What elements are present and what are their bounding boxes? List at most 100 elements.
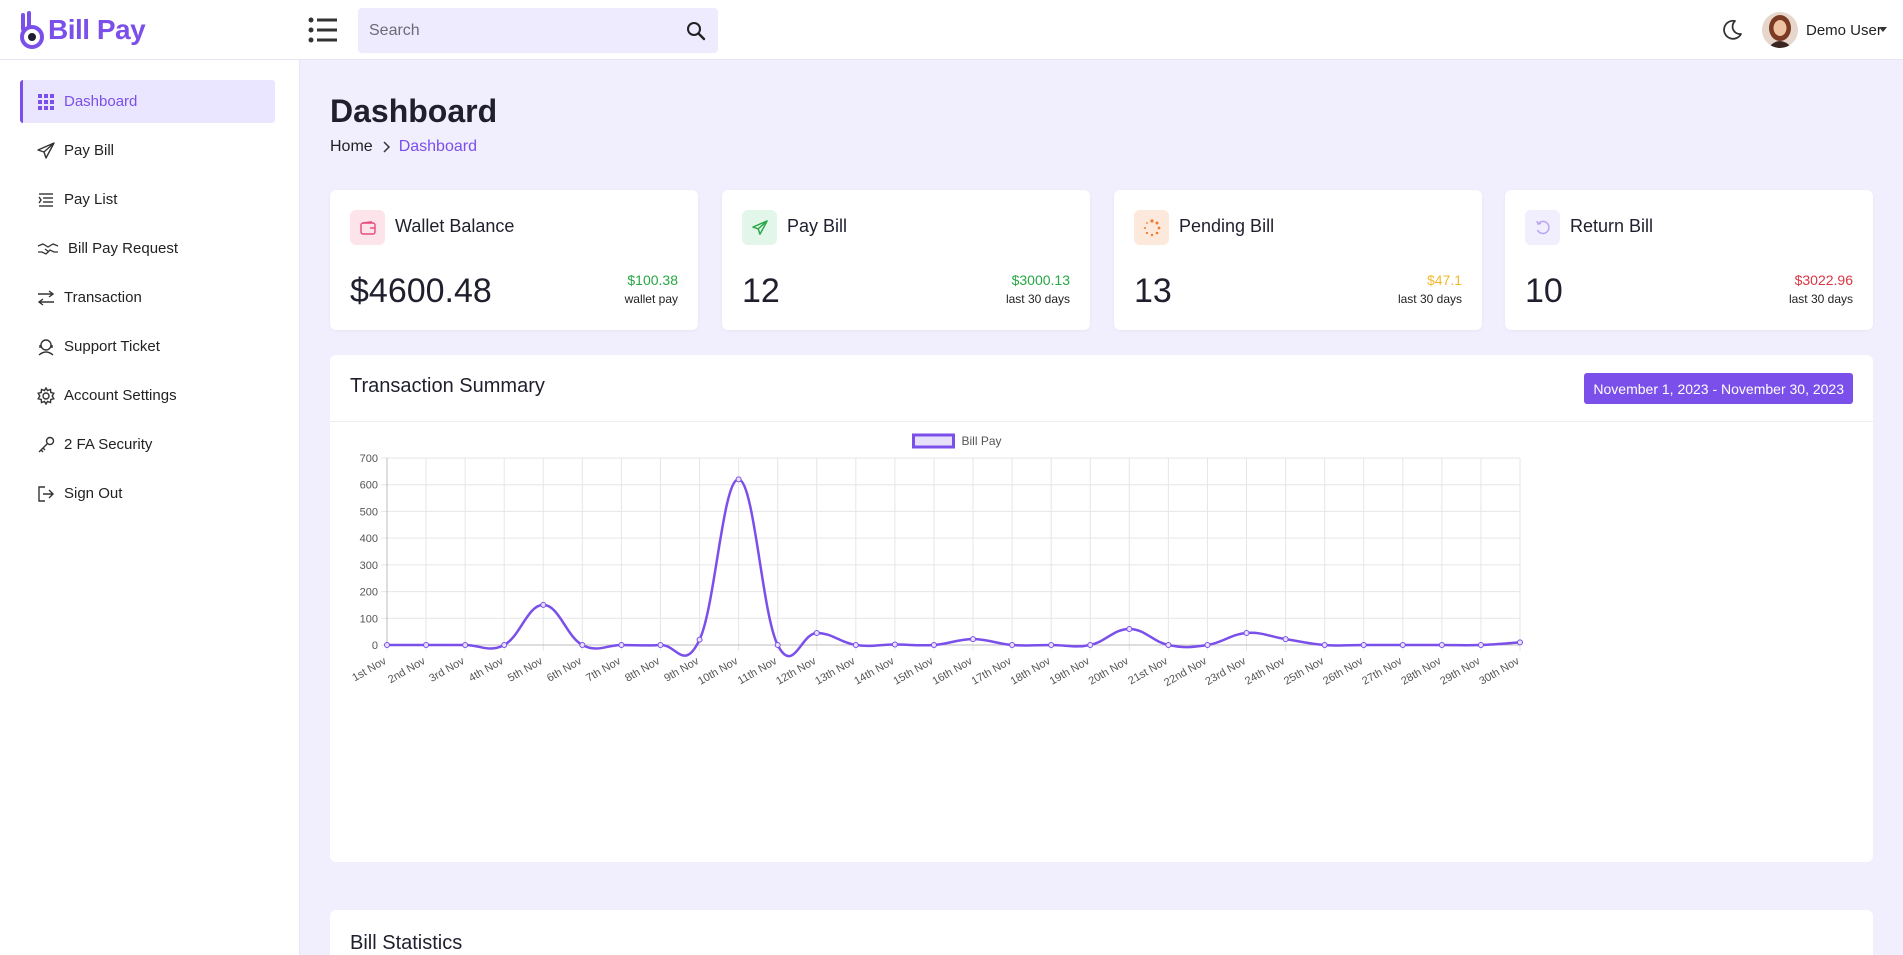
- return-bill-card: Return Bill 10 $3022.96 last 30 days: [1505, 190, 1873, 330]
- sidebar-item-bill-pay-request[interactable]: Bill Pay Request: [20, 227, 275, 270]
- sidebar-item-label: Transaction: [64, 289, 142, 306]
- sidebar-item-label: Account Settings: [64, 387, 177, 404]
- date-range-button[interactable]: November 1, 2023 - November 30, 2023: [1584, 373, 1853, 404]
- data-point: [1399, 642, 1406, 648]
- sidebar-item-sign-out[interactable]: Sign Out: [20, 472, 275, 515]
- sidebar-item-label: Pay List: [64, 191, 118, 208]
- card-value: 13: [1134, 272, 1172, 310]
- data-point: [891, 641, 898, 648]
- card-title: Pay Bill: [787, 216, 848, 236]
- y-tick-label: 400: [360, 533, 378, 545]
- data-point: [1204, 642, 1211, 648]
- headset-icon: [36, 337, 56, 357]
- bill-pay-logo-icon: [20, 11, 44, 49]
- search-icon[interactable]: [686, 21, 706, 41]
- x-tick-label: 12th Nov: [774, 655, 819, 688]
- y-tick-label: 300: [360, 560, 378, 572]
- sidebar-item-pay-bill[interactable]: Pay Bill: [20, 129, 275, 172]
- send-icon: [742, 210, 777, 245]
- x-tick-label: 17th Nov: [969, 655, 1014, 688]
- moon-icon[interactable]: [1720, 18, 1744, 42]
- list-icon: [36, 190, 56, 210]
- x-tick-label: 15th Nov: [891, 655, 936, 688]
- data-point: [970, 636, 977, 643]
- gear-icon: [36, 386, 56, 406]
- card-sub: last 30 days: [1788, 292, 1853, 306]
- breadcrumb: Home Dashboard: [330, 138, 477, 156]
- data-point: [1477, 642, 1484, 648]
- x-tick-label: 16th Nov: [930, 655, 975, 688]
- wallet-balance-card: Wallet Balance $4600.48 $100.38 wallet p…: [330, 190, 698, 330]
- data-point: [1165, 642, 1172, 648]
- data-point: [1048, 642, 1055, 648]
- card-change: $47.1: [1426, 272, 1462, 288]
- sidebar: Dashboard Pay Bill Pay List Bill Pay Req…: [0, 60, 300, 955]
- data-point: [774, 642, 781, 648]
- data-point: [579, 642, 586, 648]
- data-point: [540, 601, 547, 608]
- search-input[interactable]: [358, 8, 658, 53]
- data-point: [384, 642, 390, 648]
- x-tick-label: 13th Nov: [813, 655, 858, 688]
- data-point: [618, 642, 625, 648]
- sidebar-item-support-ticket[interactable]: Support Ticket: [20, 325, 275, 368]
- x-tick-label: 11th Nov: [736, 655, 780, 687]
- x-tick-label: 6th Nov: [545, 655, 584, 685]
- brand-logo[interactable]: Bill Pay: [20, 8, 146, 52]
- x-tick-label: 27th Nov: [1360, 655, 1405, 688]
- x-tick-label: 29th Nov: [1438, 655, 1483, 688]
- card-sub: wallet pay: [624, 292, 678, 306]
- sidebar-item-pay-list[interactable]: Pay List: [20, 178, 275, 221]
- sidebar-item-2fa-security[interactable]: 2 FA Security: [20, 423, 275, 466]
- x-tick-label: 25th Nov: [1282, 655, 1327, 688]
- avatar[interactable]: [1762, 12, 1798, 48]
- spinner-icon: [1134, 210, 1169, 245]
- wallet-icon: [350, 210, 385, 245]
- data-point: [423, 642, 430, 648]
- x-tick-label: 24th Nov: [1243, 655, 1288, 688]
- x-tick-label: 14th Nov: [852, 655, 897, 688]
- bill-statistics-panel: Bill Statistics: [330, 910, 1873, 955]
- data-point: [1321, 642, 1328, 648]
- card-value: $4600.48: [350, 272, 492, 310]
- sidebar-item-label: Sign Out: [64, 485, 123, 502]
- undo-icon: [1525, 210, 1560, 245]
- data-point: [1126, 625, 1133, 632]
- transaction-summary-panel: Transaction Summary November 1, 2023 - N…: [330, 355, 1873, 862]
- sidebar-item-dashboard[interactable]: Dashboard: [20, 80, 275, 123]
- y-tick-label: 100: [360, 613, 378, 625]
- caret-down-icon[interactable]: [1879, 27, 1887, 32]
- x-tick-label: 18th Nov: [1009, 655, 1054, 688]
- card-title: Return Bill: [1570, 216, 1654, 236]
- panel-header: Transaction Summary November 1, 2023 - N…: [330, 355, 1873, 422]
- data-point: [462, 642, 469, 648]
- y-tick-label: 200: [360, 587, 378, 599]
- data-point: [1360, 642, 1367, 648]
- chevron-right-icon: [383, 141, 390, 153]
- card-value: 12: [742, 272, 780, 310]
- sidebar-item-transaction[interactable]: Transaction: [20, 276, 275, 319]
- breadcrumb-home-link[interactable]: Home: [330, 138, 373, 155]
- data-point: [1243, 629, 1250, 636]
- user-name[interactable]: Demo User: [1806, 22, 1882, 39]
- pending-bill-card: Pending Bill 13 $47.1 last 30 days: [1114, 190, 1482, 330]
- data-point: [1517, 639, 1523, 646]
- card-change: $3000.13: [1011, 272, 1070, 288]
- send-icon: [36, 141, 56, 161]
- panel-title: Bill Statistics: [350, 932, 463, 954]
- x-tick-label: 4th Nov: [467, 655, 506, 685]
- sidebar-item-label: Dashboard: [64, 93, 138, 110]
- x-tick-label: 22nd Nov: [1162, 655, 1209, 689]
- series-line-bill-pay: [387, 478, 1521, 658]
- data-point: [852, 642, 859, 648]
- legend-swatch: [912, 433, 955, 449]
- sidebar-item-label: Support Ticket: [64, 338, 160, 355]
- menu-list-icon[interactable]: [308, 16, 338, 44]
- data-point: [1282, 636, 1289, 643]
- sidebar-item-account-settings[interactable]: Account Settings: [20, 374, 275, 417]
- data-point: [657, 642, 664, 648]
- data-point: [1087, 642, 1094, 648]
- data-point: [735, 476, 742, 483]
- x-tick-label: 19th Nov: [1048, 655, 1093, 688]
